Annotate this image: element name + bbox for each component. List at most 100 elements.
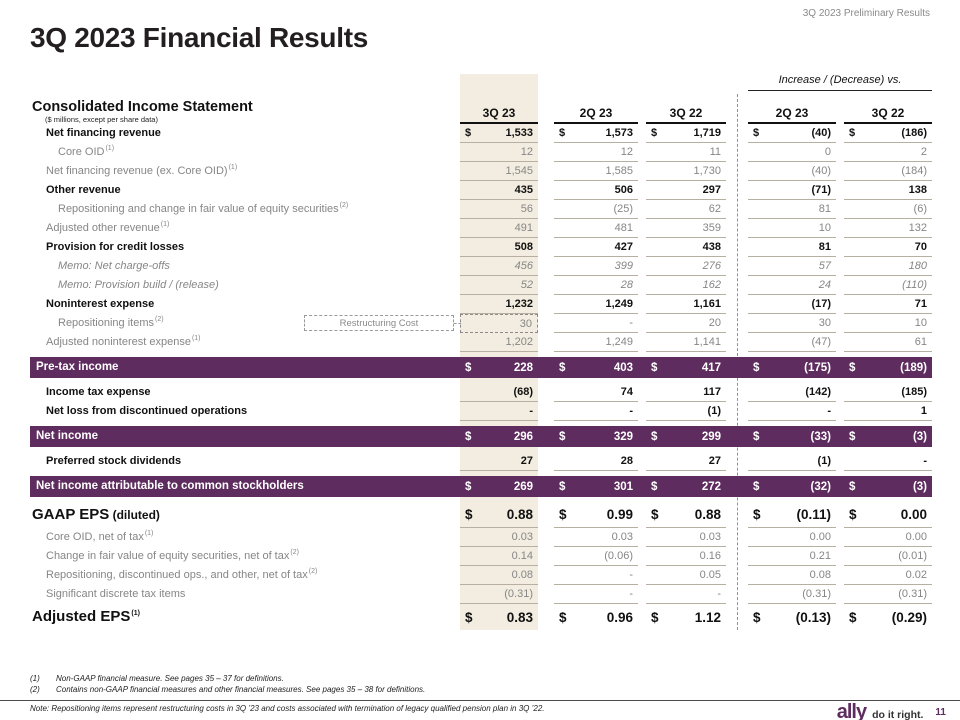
cell-net-income-3q-22-vs: $ (3) [844,426,932,447]
cell-preferred-stock-dividends-3q-22: 27 [646,452,726,471]
cell-repositioning-discontinued-ops-and-other-net-of-tax-3q-23: 0.08 [460,566,538,585]
cell-value: 301 [613,480,633,493]
cell-pre-tax-income-2q-23-vs: $ (175) [748,357,836,378]
dollar-sign: $ [559,127,566,139]
row-label: Core OID, net of tax(1) [46,530,154,543]
footnote-1-text: Non-GAAP financial measure. See pages 35… [56,674,284,683]
row-label: Net financing revenue (ex. Core OID)(1) [46,164,238,177]
cell-preferred-stock-dividends-3q-23: 27 [460,452,538,471]
cell-provision-for-credit-losses-3q-22: 438 [646,238,726,257]
cell-repositioning-discontinued-ops-and-other-net-of-tax-3q-22: 0.05 [646,566,726,585]
cell-repositioning-discontinued-ops-and-other-net-of-tax-2q-23-vs: 0.08 [748,566,836,585]
cell-value: 0.83 [506,609,533,625]
cell-adjusted-eps-2q-23-vs: $ (0.13) [748,604,836,630]
cell-value: (3) [912,480,927,493]
cell-repositioning-items-3q-23: 30 [460,314,538,333]
cell-adjusted-other-revenue-3q-22: 359 [646,219,726,238]
cell-core-oid-net-of-tax-3q-22: 0.03 [646,528,726,547]
footnote-marker: (1) [131,610,140,617]
cell-net-financing-revenue-3q-23: $1,533 [460,124,538,143]
cell-repositioning-items-3q-22: 20 [646,314,726,333]
cell-net-loss-from-discontinued-operations-3q-22-vs: 1 [844,402,932,421]
row-label: Net loss from discontinued operations [46,405,248,417]
cell-value: (0.13) [795,609,831,625]
cell-adjusted-eps-3q-23: $0.83 [460,604,538,630]
cell-adjusted-other-revenue-2q-23: 481 [554,219,638,238]
cell-net-loss-from-discontinued-operations-2q-23-vs: - [748,402,836,421]
cell-core-oid-2q-23-vs: 0 [748,143,836,162]
cell-net-financing-revenue-2q-23: $1,573 [554,124,638,143]
corner-label: 3Q 2023 Preliminary Results [802,8,930,19]
cell-significant-discrete-tax-items-2q-23-vs: (0.31) [748,585,836,604]
cell-memo-net-charge-offs-3q-23: 456 [460,257,538,276]
cell-net-loss-from-discontinued-operations-3q-22: (1) [646,402,726,421]
footnote-2: (2) Contains non-GAAP financial measures… [30,685,930,696]
cell-core-oid-2q-23: 12 [554,143,638,162]
cell-memo-net-charge-offs-3q-22: 276 [646,257,726,276]
cell-memo-net-charge-offs-2q-23: 399 [554,257,638,276]
footnote-marker: (1) [228,164,238,172]
cell-repositioning-discontinued-ops-and-other-net-of-tax-2q-23: - [554,566,638,585]
table-subtitle: ($ millions, except per share data) [45,115,158,124]
income-statement-table: Increase / (Decrease) vs. Consolidated I… [30,74,932,630]
cell-value: 1,533 [505,127,533,139]
footnote-1: (1) Non-GAAP financial measure. See page… [30,674,930,685]
row-label: Net financing revenue [46,127,161,139]
restructuring-cost-callout: Restructuring Cost [304,315,454,331]
row-label: Adjusted EPS(1) [32,608,140,625]
cell-value: (40) [811,127,831,139]
cell-memo-provision-build-release-3q-23: 52 [460,276,538,295]
table-title-block: Consolidated Income Statement ($ million… [30,99,460,124]
footnote-marker: (1) [160,221,170,229]
row-adjusted-other-revenue: Adjusted other revenue(1) 491 481 359 10 132 [30,219,932,238]
ally-logo: ally do it right. [836,701,924,720]
cell-net-financing-revenue-ex-core-oid-3q-22-vs: (184) [844,162,932,181]
footer-note: Note: Repositioning items represent rest… [30,704,545,713]
cell-net-loss-from-discontinued-operations-2q-23: - [554,402,638,421]
cell-adjusted-other-revenue-3q-22-vs: 132 [844,219,932,238]
cell-core-oid-3q-22-vs: 2 [844,143,932,162]
footnote-marker: (2) [155,316,164,324]
row-net-income: Net income $296 $329 $299 $ (33) $ (3) [30,426,932,447]
footnote-marker: (1) [105,145,115,153]
dollar-sign: $ [651,480,658,493]
increase-decrease-header: Increase / (Decrease) vs. [748,74,932,91]
cell-core-oid-3q-23: 12 [460,143,538,162]
cell-gaap-eps-3q-23: $0.88 [460,502,538,528]
spacer [30,74,748,91]
dollar-sign: $ [651,361,658,374]
cell-core-oid-net-of-tax-3q-23: 0.03 [460,528,538,547]
cell-net-financing-revenue-3q-22-vs: $ (186) [844,124,932,143]
cell-repositioning-items-2q-23: - [554,314,638,333]
row-repositioning-and-change-in-fair-value-of-equity-securities: Repositioning and change in fair value o… [30,200,932,219]
cell-significant-discrete-tax-items-2q-23: - [554,585,638,604]
dollar-sign: $ [849,507,857,522]
cell-gaap-eps-3q-22: $0.88 [646,502,726,528]
cell-noninterest-expense-2q-23: 1,249 [554,295,638,314]
cell-significant-discrete-tax-items-3q-22-vs: (0.31) [844,585,932,604]
cell-gaap-eps-2q-23-vs: $ (0.11) [748,502,836,528]
dollar-sign: $ [753,127,760,139]
cell-noninterest-expense-3q-22: 1,161 [646,295,726,314]
cell-change-in-fair-value-of-equity-securities-net-of-tax-3q-22-vs: (0.01) [844,547,932,566]
dollar-sign: $ [559,480,566,493]
footnote-marker: (2) [308,568,318,576]
ally-wordmark: ally [836,701,867,720]
table-header: Consolidated Income Statement ($ million… [30,94,932,124]
cell-adjusted-other-revenue-2q-23-vs: 10 [748,219,836,238]
cell-repositioning-items-2q-23-vs: 30 [748,314,836,333]
row-label: Change in fair value of equity securitie… [46,549,299,562]
dollar-sign: $ [753,609,761,625]
cell-memo-provision-build-release-2q-23: 28 [554,276,638,295]
table-rows: Net financing revenue $1,533 $1,573 $1,719 $… [30,124,932,630]
cell-gaap-eps-3q-22-vs: $0.00 [844,502,932,528]
col-header-3q23: 3Q 23 [460,106,538,124]
row-label: Income tax expense [46,386,151,398]
cell-net-income-3q-23: $296 [460,426,538,447]
cell-value: (186) [901,127,927,139]
cell-adjusted-noninterest-expense-2q-23: 1,249 [554,333,638,352]
row-label: Other revenue [46,184,121,196]
cell-value: (0.29) [891,609,927,625]
cell-income-tax-expense-3q-22-vs: (185) [844,383,932,402]
